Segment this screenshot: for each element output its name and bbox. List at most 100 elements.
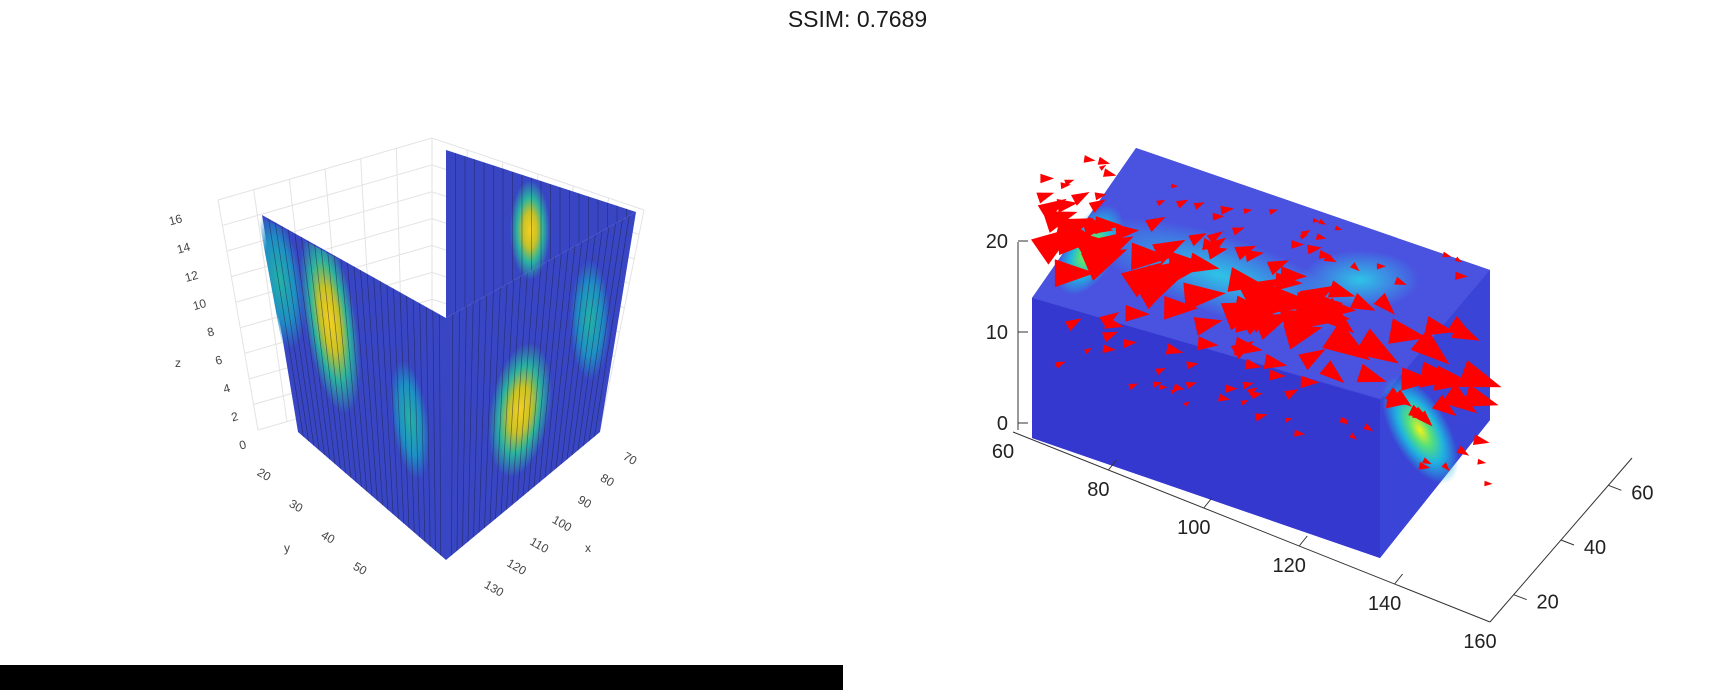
cone [1472,434,1490,445]
y-tick [1560,539,1575,546]
cone [1193,202,1205,210]
y-axis-label: y [284,541,290,555]
x-tick-label: 80 [1087,479,1109,501]
z-tick-label: 16 [167,211,184,228]
mesh-line [327,251,352,478]
cone [1318,250,1333,259]
cone [1251,391,1263,400]
cone [1411,406,1431,421]
z-tick-label: 10 [191,296,208,313]
mesh-line [386,284,399,519]
wall-back [446,150,636,318]
cone [1125,305,1150,322]
x-tick-label: 90 [575,492,594,511]
cone [1294,429,1305,437]
mesh-line [373,277,389,510]
cone [1054,361,1066,369]
cone [1083,155,1096,163]
y-tick-label: 20 [255,465,274,484]
x-tick-label: 120 [1273,555,1306,577]
cone [1071,192,1090,206]
mesh-line [419,303,426,542]
x-tick-label: 100 [1177,517,1210,539]
y-tick-label: 60 [1631,482,1653,504]
cone [1299,234,1308,240]
mesh-line [268,218,304,437]
z-tick-label: 14 [175,240,192,257]
cone [1060,182,1071,190]
box-front-face [1032,298,1380,558]
mesh-line [484,291,494,529]
mesh-line [572,230,603,455]
cone [1185,381,1197,389]
cone [1159,384,1168,390]
mesh-line [432,310,436,551]
cone [1103,168,1117,177]
cone [1054,259,1096,288]
cone [1268,209,1278,215]
y-tick-label: 50 [351,559,370,578]
mesh-line [294,233,325,455]
cone [1036,192,1055,204]
x-tick-label: 80 [598,471,617,490]
mesh-line [287,229,320,451]
cone [1350,262,1360,272]
mesh-line [467,302,474,542]
cone [1206,231,1223,245]
x-tick-label: 160 [1463,631,1496,653]
cone [1442,251,1452,258]
cone [1334,225,1343,231]
cone [1102,344,1116,354]
x-tick-label: 140 [1368,593,1401,615]
cone [1056,199,1078,213]
mesh-line [517,268,535,501]
mesh-line [555,242,583,469]
cone [1104,316,1124,329]
mesh-line [473,299,481,538]
cone [1230,341,1254,360]
mesh-line [550,246,576,474]
cone [1165,343,1184,355]
y-tick-label: 40 [1584,537,1606,559]
cone [1075,232,1124,271]
cone [1422,457,1432,465]
cone [1373,293,1395,315]
mesh-line [583,223,616,446]
x-tick [1394,573,1403,585]
z-tick-label: 10 [986,322,1008,344]
mesh-line [561,238,589,465]
cone [1376,263,1387,270]
z-tick-label: 8 [206,324,216,339]
x-tick-label: 70 [621,449,640,468]
hot-spot [510,180,550,280]
cone [1441,462,1450,472]
mesh-line [462,306,467,547]
cone [1263,353,1288,369]
cone [1354,328,1399,364]
mesh-line [439,314,442,556]
mesh-line [489,287,501,524]
mesh-line [500,280,515,515]
cone [1327,280,1356,298]
axis-ticks: 0 2 4 6 8 10 12 14 16 z 20 30 40 50 y 70809010011012013… [167,211,639,599]
cone [1040,173,1055,184]
cone [1170,389,1178,395]
z-axis-label: z [175,356,181,370]
cone [1242,381,1254,390]
cone [1349,432,1357,440]
cone [1115,224,1140,241]
cone [1410,328,1450,365]
cone [1254,413,1268,422]
cone [1284,389,1299,400]
z-tick-label: 0 [997,413,1008,435]
hot-spot [488,342,552,478]
cone [1284,417,1293,423]
slice-walls [258,150,636,560]
y-tick-label: 40 [319,528,338,547]
mesh-line [506,276,521,510]
mesh-line [406,295,415,533]
cone [1484,480,1493,487]
cone [1197,336,1219,351]
z-tick-label: 4 [222,381,232,396]
cone [1088,199,1106,213]
